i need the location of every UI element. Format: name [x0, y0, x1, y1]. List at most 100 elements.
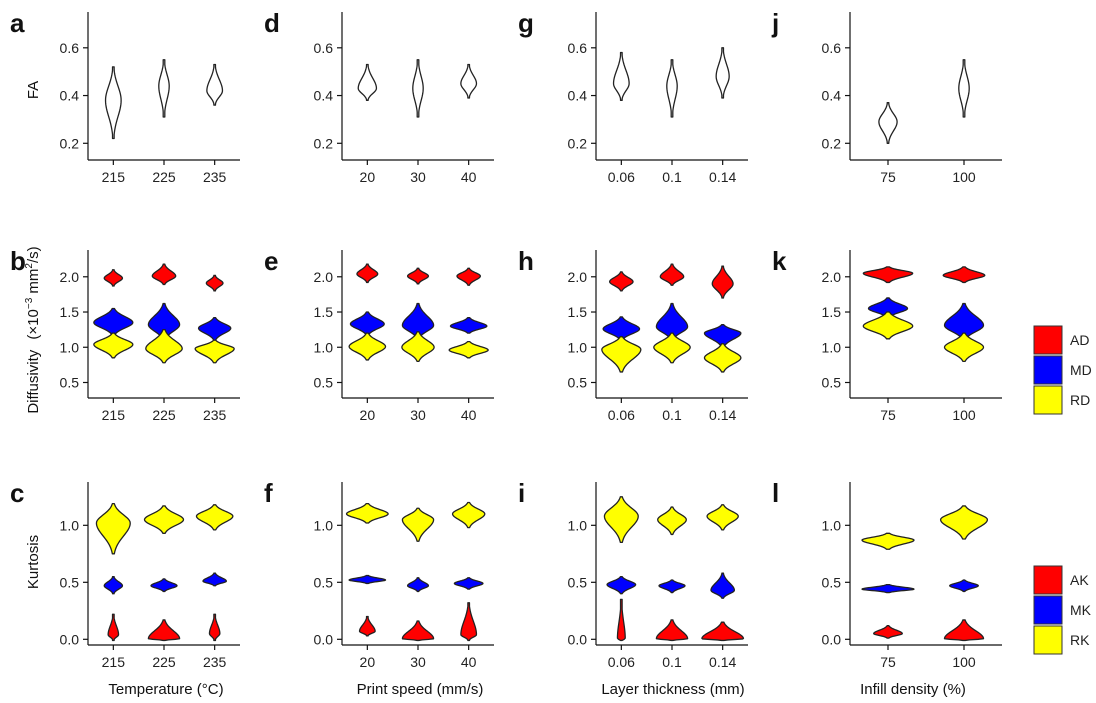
y-tick-label-l-2: 1.0 — [822, 517, 842, 533]
panel-letter-f: f — [264, 478, 273, 508]
y-tick-label-l-0: 0.0 — [822, 631, 842, 647]
y-tick-label-k-2: 1.5 — [822, 304, 842, 320]
violin-c-ak-2 — [208, 613, 221, 642]
violin-k-rd-0 — [862, 311, 914, 340]
violin-e-ad-1 — [406, 267, 430, 285]
y-tick-label-h-1: 1.0 — [568, 339, 588, 355]
x-tick-label-e-2: 40 — [461, 407, 477, 423]
panel-letter-e: e — [264, 246, 278, 276]
y-title-kurtosis: Kurtosis — [25, 535, 42, 589]
y-title-diffusivity-unit3: /s) — [25, 246, 42, 263]
x-tick-label-b-2: 235 — [203, 407, 227, 423]
violin-h-ad-0 — [609, 271, 634, 292]
violin-e-ad-2 — [456, 267, 481, 286]
violin-c-rk-0 — [95, 503, 131, 555]
violin-c-rk-2 — [195, 504, 234, 531]
y-tick-label-j-2: 0.6 — [822, 40, 842, 56]
violin-j-fa-0 — [878, 102, 898, 144]
violin-b-md-1 — [147, 302, 181, 341]
violin-c-mk-0 — [103, 575, 124, 595]
x-tick-label-j-0: 75 — [880, 169, 896, 185]
x-tick-label-g-1: 0.1 — [662, 169, 682, 185]
violin-l-ak-0 — [873, 624, 903, 639]
violin-c-mk-2 — [202, 572, 228, 587]
x-tick-label-f-1: 30 — [410, 654, 426, 670]
x-tick-label-l-1: 100 — [952, 654, 976, 670]
violin-f-ak-2 — [460, 602, 478, 642]
x-tick-label-i-0: 0.06 — [608, 654, 635, 670]
panel-d: d 0.2 0.4 0.6 20 30 40 — [264, 8, 494, 185]
y-tick-label-c-2: 1.0 — [60, 517, 80, 533]
y-title-diffusivity-unit2: mm — [25, 269, 42, 298]
violin-b-md-2 — [197, 317, 232, 341]
panel-letter-c: c — [10, 478, 24, 508]
y-tick-label-h-2: 1.5 — [568, 304, 588, 320]
violin-e-rd-1 — [401, 331, 435, 362]
y-tick-label-f-2: 1.0 — [314, 517, 334, 533]
violin-k-rd-1 — [943, 332, 985, 362]
panel-l: l 0.0 0.5 1.0 75 100 — [772, 478, 1002, 670]
violin-i-mk-2 — [710, 572, 735, 599]
x-title-infill-density: Infill density (%) — [860, 681, 966, 698]
violin-k-md-1 — [943, 302, 985, 341]
x-tick-label-h-2: 0.14 — [709, 407, 736, 423]
legend-swatch-rd — [1033, 385, 1063, 415]
x-tick-label-i-2: 0.14 — [709, 654, 736, 670]
violin-d-fa-2 — [460, 63, 478, 99]
y-tick-label-e-2: 1.5 — [314, 304, 334, 320]
violin-l-rk-1 — [939, 505, 989, 540]
violin-f-mk-0 — [348, 574, 387, 585]
violin-h-md-0 — [602, 316, 641, 341]
violin-e-md-0 — [349, 311, 385, 336]
panel-letter-d: d — [264, 8, 280, 38]
y-tick-label-h-0: 0.5 — [568, 374, 588, 390]
violin-a-fa-0 — [104, 66, 122, 140]
violin-k-ad-1 — [942, 266, 986, 284]
y-title-diffusivity-word: Diffusivity — [25, 349, 42, 413]
violin-f-ak-1 — [401, 620, 435, 642]
violin-e-md-2 — [449, 317, 488, 334]
x-tick-label-c-0: 215 — [102, 654, 126, 670]
x-tick-label-e-0: 20 — [360, 407, 376, 423]
violin-c-ak-1 — [147, 619, 181, 642]
violin-b-md-0 — [93, 307, 134, 336]
x-tick-label-c-2: 235 — [203, 654, 227, 670]
y-tick-label-g-0: 0.2 — [568, 135, 588, 151]
violin-l-ak-1 — [943, 619, 985, 642]
x-tick-label-g-0: 0.06 — [608, 169, 635, 185]
violin-e-md-1 — [401, 302, 435, 340]
y-tick-label-f-1: 0.5 — [314, 574, 334, 590]
y-tick-label-b-0: 0.5 — [60, 374, 80, 390]
panel-h: h 0.5 1.0 1.5 2.0 0.06 0.1 0.14 — [518, 246, 748, 423]
violin-g-fa-0 — [612, 51, 630, 101]
legend-diffusivity: AD MD RD — [1033, 325, 1092, 415]
legend-label-rk: RK — [1070, 632, 1090, 648]
legend-swatch-mk — [1033, 595, 1063, 625]
x-tick-label-c-1: 225 — [152, 654, 176, 670]
violin-h-ad-1 — [659, 263, 685, 286]
legend-kurtosis: AK MK RK — [1033, 565, 1092, 655]
y-tick-label-c-0: 0.0 — [60, 631, 80, 647]
violin-c-rk-1 — [143, 505, 185, 534]
y-title-diffusivity: Diffusivity (×10−3 mm2/s) — [24, 246, 42, 413]
y-tick-label-b-1: 1.0 — [60, 339, 80, 355]
x-tick-label-d-0: 20 — [360, 169, 376, 185]
y-tick-label-i-1: 0.5 — [568, 574, 588, 590]
panels: a 0.2 0.4 0.6 215 225 235 d 0.2 0.4 0.6 20 30 40 g 0.2 0… — [10, 8, 1002, 670]
violin-g-fa-2 — [715, 47, 730, 99]
violin-k-md-0 — [867, 297, 909, 319]
violin-f-mk-1 — [406, 577, 430, 593]
x-title-temperature: Temperature (°C) — [108, 681, 223, 698]
y-tick-label-i-2: 1.0 — [568, 517, 588, 533]
x-tick-label-b-0: 215 — [102, 407, 126, 423]
panel-i: i 0.0 0.5 1.0 0.06 0.1 0.14 — [518, 478, 748, 670]
x-tick-label-d-1: 30 — [410, 169, 426, 185]
panel-letter-l: l — [772, 478, 779, 508]
violin-b-ad-1 — [151, 263, 177, 286]
x-tick-label-b-1: 225 — [152, 407, 176, 423]
violin-i-mk-0 — [606, 575, 637, 595]
violin-b-ad-0 — [103, 269, 124, 287]
y-title-diffusivity-unit: (×10 — [25, 309, 42, 339]
panel-c: c 0.0 0.5 1.0 215 225 235 — [10, 478, 240, 670]
x-tick-label-e-1: 30 — [410, 407, 426, 423]
